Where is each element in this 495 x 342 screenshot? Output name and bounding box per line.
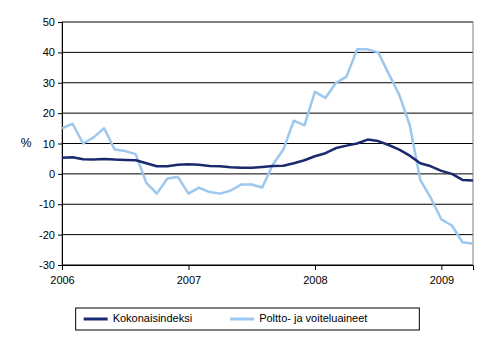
y-tick-mark — [58, 22, 62, 23]
x-axis-line — [63, 266, 474, 271]
grid-line — [62, 143, 473, 144]
legend-swatch — [230, 318, 254, 321]
series-line — [62, 140, 473, 181]
y-axis-line — [58, 23, 63, 266]
x-tick: 2008 — [303, 265, 327, 286]
grid — [62, 22, 473, 265]
y-tick: 30 — [43, 77, 62, 89]
grid-line — [62, 82, 473, 83]
y-tick: 50 — [43, 16, 62, 28]
x-tick-label: 2009 — [430, 274, 454, 286]
x-tick: 2007 — [177, 265, 201, 286]
x-tick-mark — [188, 265, 189, 270]
grid-line — [62, 204, 473, 205]
y-tick-mark — [58, 204, 62, 205]
lines — [62, 49, 473, 243]
legend-label: Poltto- ja voiteluaineet — [259, 312, 367, 324]
y-tick: 40 — [43, 46, 62, 58]
x-tick-mark — [315, 265, 316, 270]
y-tick-label: 50 — [43, 16, 55, 28]
y-tick-label: 40 — [43, 46, 55, 58]
x-tick: 2006 — [50, 265, 74, 286]
legend: Kokonaisindeksi Poltto- ja voiteluaineet — [76, 308, 420, 330]
plot-frame — [62, 22, 473, 265]
grid-line — [62, 234, 473, 235]
chart: -30 -20 -10 0 10 20 30 40 50 2006 2007 2008 2009% Kok… — [0, 0, 495, 342]
legend-label: Kokonaisindeksi — [113, 312, 192, 324]
x-tick-mark — [62, 265, 63, 270]
x-tick-label: 2008 — [303, 274, 327, 286]
y-axis: -30 -20 -10 0 10 20 30 40 50 — [39, 16, 62, 271]
y-tick-label: -30 — [39, 259, 55, 271]
y-tick: -10 — [39, 198, 62, 210]
legend-box — [76, 308, 420, 330]
y-tick: 0 — [49, 168, 62, 180]
series-line — [62, 49, 473, 243]
x-axis: 2006 2007 2008 2009 — [50, 265, 473, 286]
y-tick: 10 — [43, 138, 62, 150]
y-tick-label: 20 — [43, 107, 55, 119]
grid-line — [62, 52, 473, 53]
y-tick-mark — [58, 52, 62, 53]
y-tick: -30 — [39, 259, 62, 271]
y-tick-mark — [58, 235, 62, 236]
y-tick: -20 — [39, 229, 62, 241]
legend-swatch — [84, 318, 108, 321]
y-tick-mark — [58, 265, 62, 266]
x-tick: 2009 — [430, 265, 454, 286]
y-axis-title: % — [21, 136, 32, 150]
x-tick-label: 2006 — [50, 274, 74, 286]
y-tick-mark — [58, 174, 62, 175]
y-tick-mark — [58, 113, 62, 114]
y-tick-label: -10 — [39, 198, 55, 210]
y-tick-mark — [58, 83, 62, 84]
y-tick-label: 10 — [43, 138, 55, 150]
y-tick-label: -20 — [39, 229, 55, 241]
y-tick: 20 — [43, 107, 62, 119]
y-tick-label: 0 — [49, 168, 55, 180]
x-tick-label: 2007 — [177, 274, 201, 286]
x-tick-mark — [441, 265, 442, 270]
grid-line — [62, 113, 473, 114]
y-tick-mark — [58, 144, 62, 145]
y-tick-label: 30 — [43, 77, 55, 89]
